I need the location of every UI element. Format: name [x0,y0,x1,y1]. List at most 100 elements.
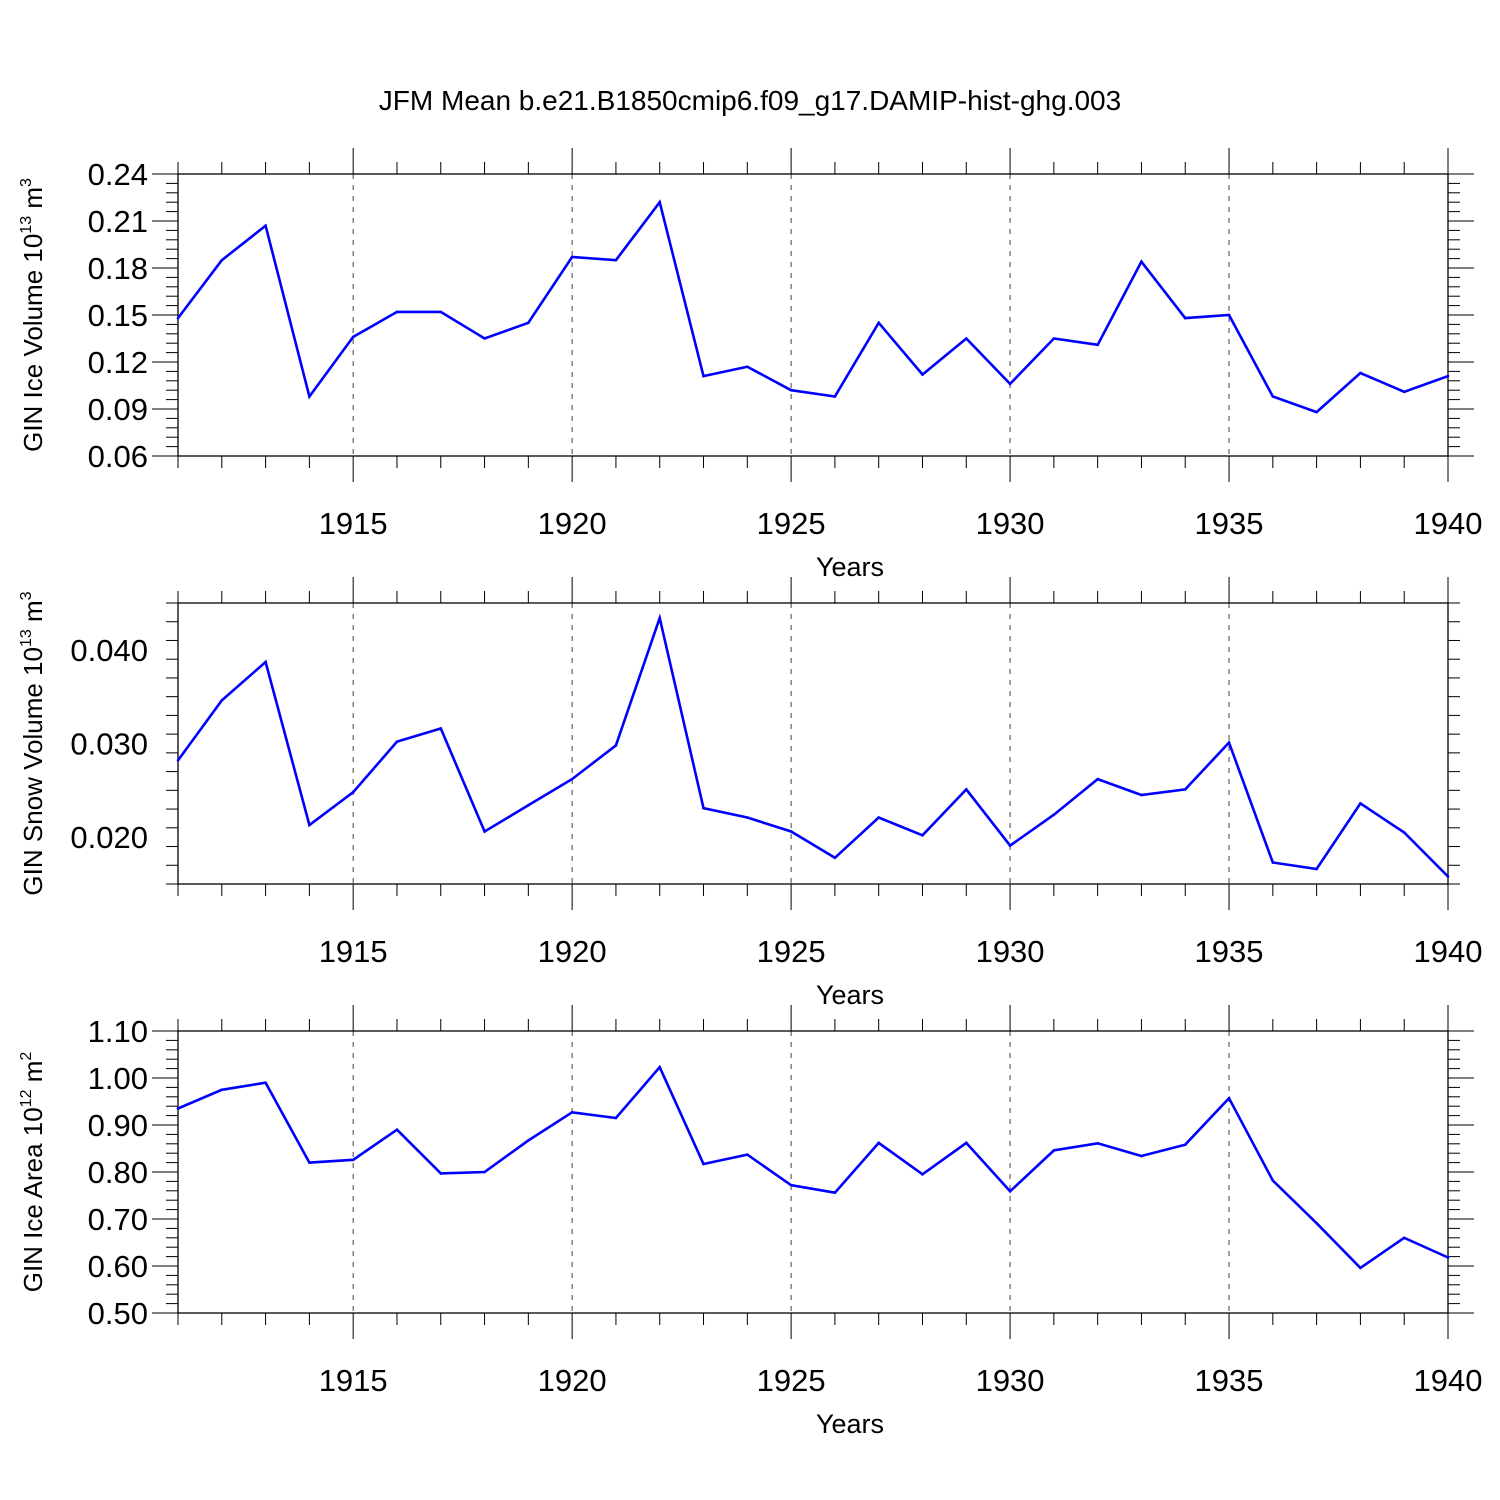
data-point [1359,802,1362,805]
y-axis-label-unit: m [18,1061,48,1090]
data-point [1446,374,1450,378]
y-axis-label-exponent: 13 [18,216,35,234]
data-point [176,1107,180,1110]
y-tick-label: 0.06 [88,439,148,474]
y-axis-label-exponent: 13 [18,629,35,647]
data-point [1271,1179,1275,1182]
data-point [789,388,793,392]
data-point [176,316,180,320]
y-axis-label-exponent: 12 [18,1089,35,1107]
x-axis-label: Years [816,552,884,582]
data-point [1359,1266,1362,1270]
data-point [1315,867,1318,871]
data-point [264,660,267,664]
data-point [220,1088,224,1092]
panel-3: 0.50 0.60 0.70 0.80 0.90 1.00 1.10 1915 1920 1925… [18,1005,1482,1439]
plot-frame [177,1030,1449,1314]
data-point [351,1158,355,1162]
y-tick-label: 0.60 [88,1249,148,1284]
x-tick-label: 1935 [1195,934,1264,969]
data-point [1359,371,1362,375]
data-point [1402,390,1406,394]
data-point [658,616,662,620]
data-point [527,321,530,325]
x-tick-label: 1920 [538,934,607,969]
data-point [1096,777,1099,781]
y-tick-label: 0.12 [88,345,148,380]
y-axis-label-unit: m [18,600,48,629]
y-tick-label: 0.24 [88,157,148,192]
series-line [177,1064,1449,1270]
y-axis-label: GIN Ice Area 1012 m2 [18,1052,48,1293]
data-point [527,1139,530,1142]
data-point [1008,382,1012,386]
data-point [702,1162,705,1166]
y-tick-label: 0.70 [88,1202,148,1237]
data-point [395,740,399,743]
y-axis-label-unit-exponent: 3 [18,178,35,187]
data-point [1052,813,1056,816]
x-axis-label: Years [816,980,884,1010]
y-axis-label-unit-exponent: 2 [18,1052,35,1061]
x-tick-label: 1940 [1414,934,1483,969]
x-tick-label: 1920 [538,506,607,541]
data-point [1402,831,1406,834]
data-point [1096,343,1099,347]
data-point [308,1161,311,1164]
y-tick-label: 1.00 [88,1061,148,1096]
y-tick-label: 0.040 [70,633,148,668]
x-tick-label: 1930 [976,1363,1045,1398]
data-point [921,1173,924,1176]
panel-1: 0.06 0.09 0.12 0.15 0.18 0.21 0.24 1915 1920 1925… [18,148,1482,582]
data-point [483,337,486,340]
data-point [921,833,924,837]
data-point [921,373,924,376]
data-point [439,310,443,314]
data-point [483,1170,486,1174]
data-point [1227,1096,1231,1100]
data-point [395,310,399,314]
x-tick-label: 1925 [757,506,826,541]
data-point [1183,788,1187,791]
data-point [1183,316,1187,320]
data-point [351,790,355,794]
data-point [1271,861,1275,864]
data-point [877,321,880,325]
y-tick-label: 0.020 [70,820,148,855]
data-point [1140,793,1143,797]
series-line [176,613,1449,878]
data-point [833,856,837,860]
data-point [439,1172,443,1175]
data-point [351,335,355,339]
x-axis-label: Years [816,1409,884,1439]
data-point [702,806,705,810]
data-point [395,1128,399,1131]
x-tick-label: 1935 [1195,506,1264,541]
data-point [1315,410,1318,414]
data-point [570,777,574,781]
data-point [877,816,880,819]
data-point [1315,1221,1318,1225]
series-line [176,199,1449,414]
y-tick-label: 0.030 [70,727,148,762]
data-point [789,830,793,833]
plot-frame [177,602,1449,885]
y-tick-label: 0.50 [88,1296,148,1331]
data-point [483,830,486,833]
y-axis-label-unit-exponent: 3 [18,591,35,600]
data-point [746,816,749,819]
y-axis-label-text: GIN Ice Area 10 [18,1107,48,1292]
data-point [658,200,662,204]
data-point [1052,1149,1056,1152]
data-point [964,337,968,340]
data-point [746,365,749,369]
data-point [570,255,574,259]
data-point [1227,741,1231,744]
x-tick-label: 1915 [319,506,388,541]
data-point [1271,395,1275,398]
y-tick-label: 0.09 [88,392,148,427]
y-axis-label-text: GIN Ice Volume 10 [18,234,48,452]
data-point [833,1191,837,1194]
x-tick-label: 1915 [319,1363,388,1398]
